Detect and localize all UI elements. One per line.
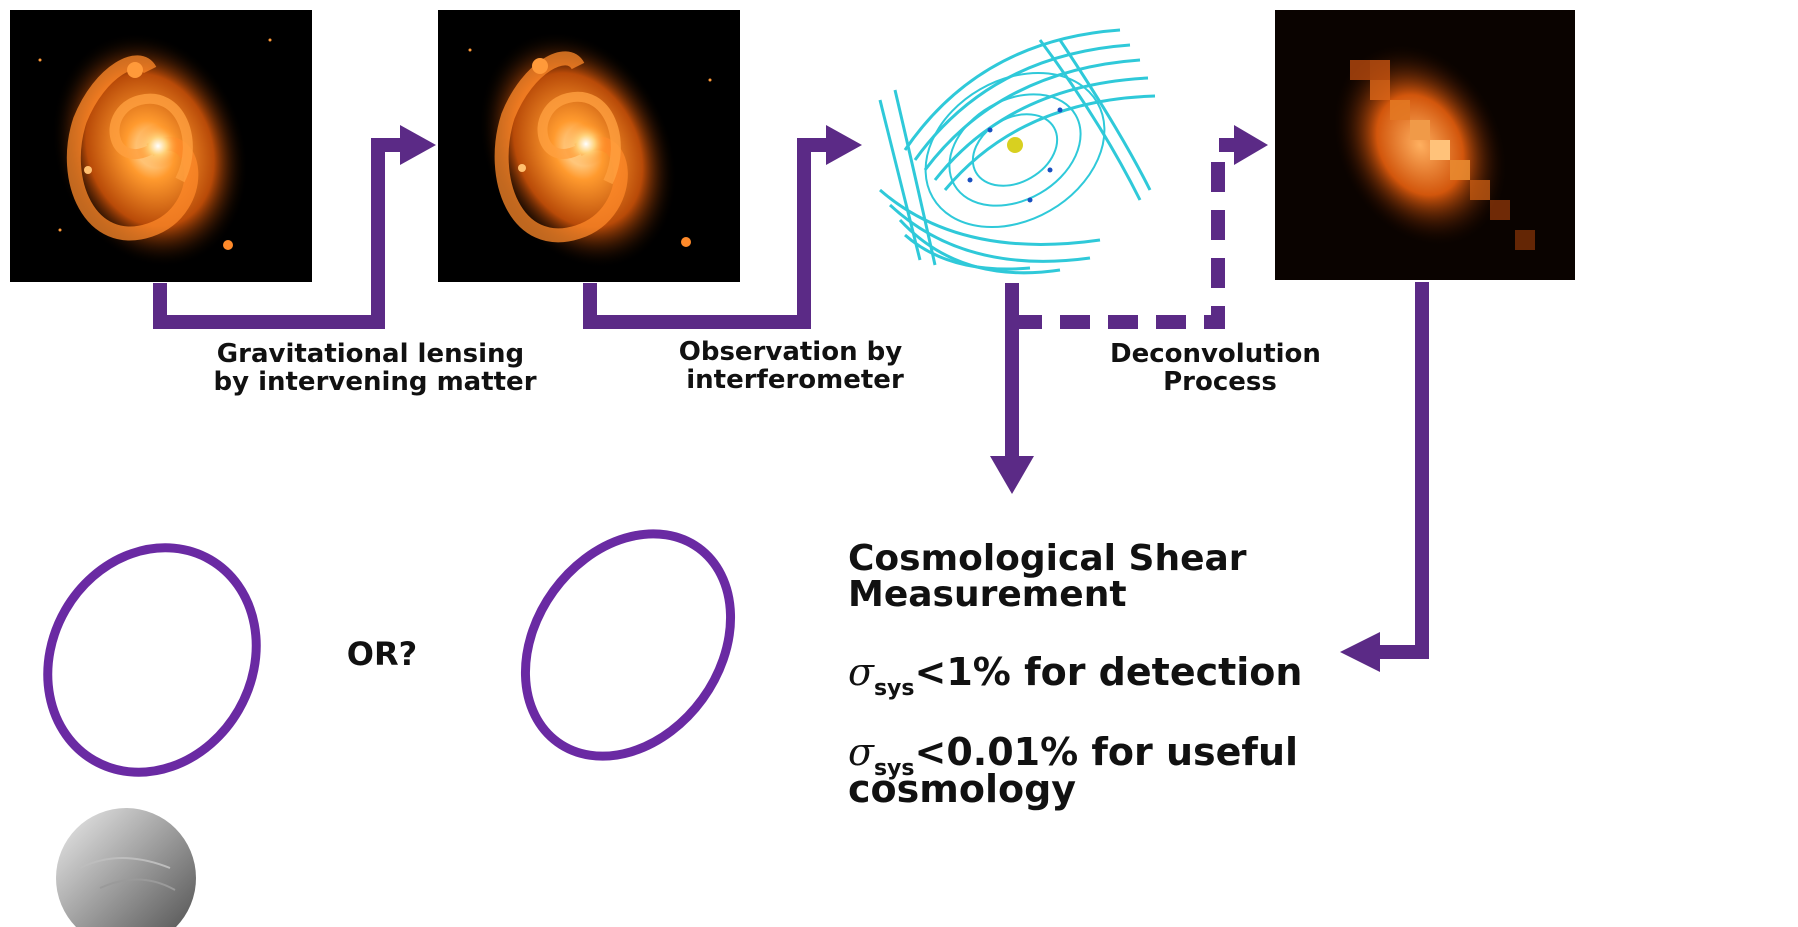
spiral-galaxy-image bbox=[468, 31, 712, 269]
deconvolved-galaxy-panel bbox=[1275, 10, 1575, 280]
or-label: OR? bbox=[347, 635, 417, 673]
shape-comparison: OR? bbox=[43, 529, 736, 777]
globe-icon bbox=[56, 808, 196, 927]
detection-requirement: σsys<1% for detection bbox=[848, 650, 1302, 701]
measurement-title: Cosmological Shear Measurement bbox=[848, 538, 1259, 615]
lensing-arrow bbox=[153, 138, 404, 329]
lensed-galaxy-panel bbox=[438, 10, 740, 282]
cosmology-requirement: σsys<0.01% for useful cosmology bbox=[848, 730, 1311, 811]
true-shape-ellipse bbox=[43, 543, 261, 777]
measurement-block: Cosmological Shear Measurement σsys<1% f… bbox=[848, 538, 1311, 811]
observation-arrow bbox=[583, 138, 830, 329]
lensing-label: Gravitational lensing by intervening mat… bbox=[213, 339, 536, 397]
deconvolution-arrow bbox=[1012, 138, 1238, 329]
arrowhead-icon bbox=[826, 125, 862, 165]
arrowhead-icon bbox=[1234, 125, 1268, 165]
pixelated-galaxy-image bbox=[1333, 44, 1535, 250]
observation-label: Observation by interferometer bbox=[679, 337, 912, 395]
uv-coverage-panel bbox=[878, 28, 1156, 275]
result-arrow bbox=[1378, 282, 1429, 659]
arrowhead-icon bbox=[990, 456, 1034, 494]
arrowhead-icon bbox=[400, 125, 436, 165]
interferometer-uv-coverage-image bbox=[878, 28, 1156, 275]
spiral-galaxy-image bbox=[38, 32, 272, 268]
arrowhead-icon bbox=[1340, 632, 1380, 672]
source-galaxy-panel bbox=[10, 10, 312, 282]
measured-shape-ellipse bbox=[520, 529, 736, 761]
deconvolution-label: Deconvolution Process bbox=[1110, 339, 1330, 397]
arrows bbox=[153, 125, 1429, 672]
